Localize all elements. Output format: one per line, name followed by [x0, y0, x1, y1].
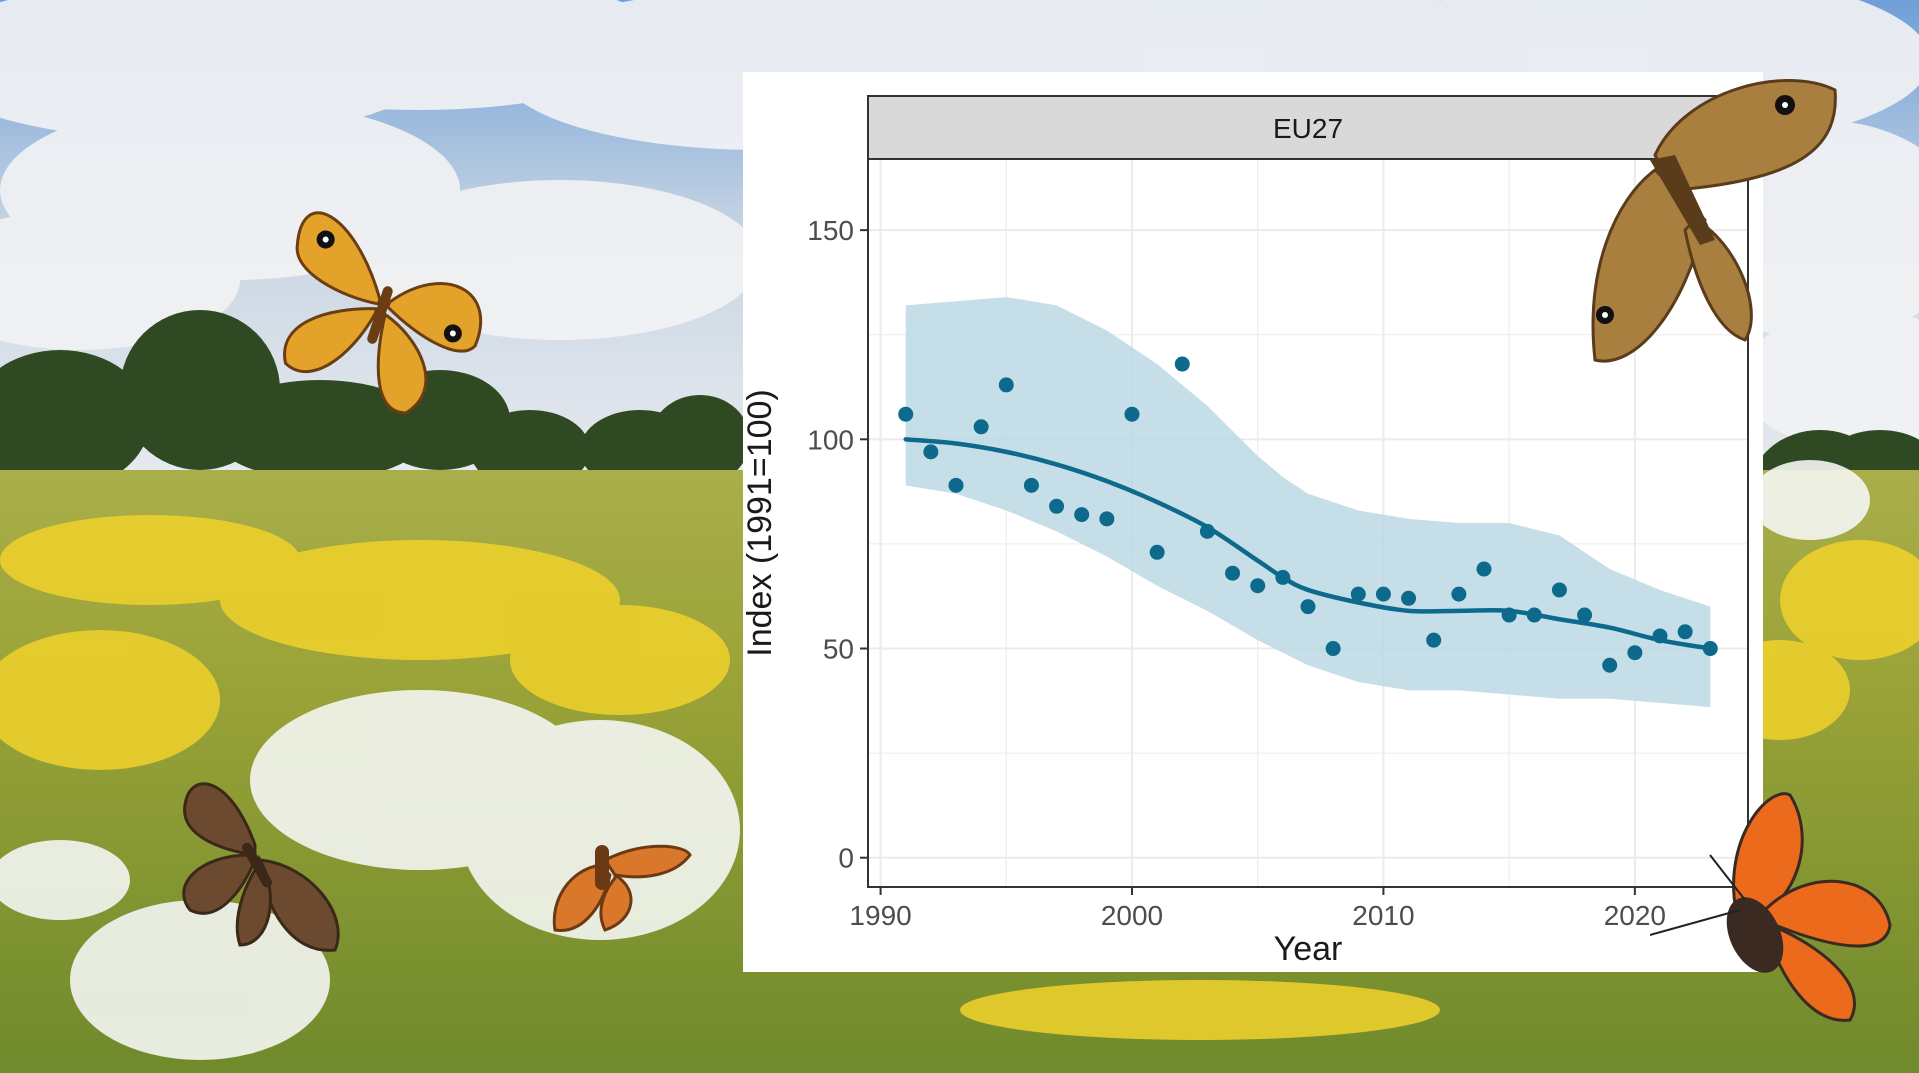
data-point: [1677, 624, 1693, 640]
data-point: [1526, 607, 1542, 623]
data-point: [1451, 586, 1467, 602]
data-point: [1577, 607, 1593, 623]
data-point: [1375, 586, 1391, 602]
data-point: [1401, 590, 1417, 606]
data-point: [998, 377, 1014, 393]
data-point: [1476, 561, 1492, 577]
index-chart: EU27 1990 2000 2010 2020 0 50 100 150 Year Ind…: [743, 95, 1749, 968]
y-tick-label: 150: [807, 215, 854, 246]
data-point: [1023, 477, 1039, 493]
data-point: [1652, 628, 1668, 644]
data-point: [973, 419, 989, 435]
data-point: [923, 444, 939, 460]
facet-strip: [867, 95, 1749, 160]
data-point: [1325, 641, 1341, 657]
meadow-brown-butterfly-icon: [1591, 78, 1837, 363]
trend-line: [903, 437, 1713, 651]
small-copper-butterfly-icon: [1650, 792, 1892, 1022]
data-point: [1124, 406, 1140, 422]
large-skipper-butterfly-icon: [552, 844, 692, 932]
treeline: [0, 310, 1919, 550]
data-point: [1199, 523, 1215, 539]
data-point: [1225, 565, 1241, 581]
data-point: [1174, 356, 1190, 372]
data-point: [1049, 498, 1065, 514]
data-point: [1149, 544, 1165, 560]
y-tick-label: 0: [838, 843, 854, 874]
confidence-band: [905, 297, 1711, 708]
y-axis-title: Index (1991=100): [743, 389, 779, 656]
wall-brown-butterfly-icon: [283, 211, 483, 415]
data-point: [948, 477, 964, 493]
x-tick-label: 2010: [1352, 900, 1414, 931]
data-point: [1275, 569, 1291, 585]
data-point: [898, 406, 914, 422]
data-point: [1099, 511, 1115, 527]
y-axis-ticks: 0 50 100 150: [807, 215, 868, 874]
data-point: [1702, 641, 1718, 657]
x-tick-label: 1990: [849, 900, 911, 931]
data-point: [1350, 586, 1366, 602]
x-tick-label: 2020: [1604, 900, 1666, 931]
dingy-skipper-butterfly-icon: [182, 782, 340, 952]
data-point: [1627, 645, 1643, 661]
x-axis-title: Year: [1274, 930, 1343, 968]
data-points: [898, 356, 1718, 673]
x-tick-label: 2000: [1101, 900, 1163, 931]
data-point: [1300, 599, 1316, 615]
y-tick-label: 100: [807, 424, 854, 455]
data-point: [1074, 507, 1090, 523]
data-point: [1426, 632, 1442, 648]
data-point: [1551, 582, 1567, 598]
facet-label: EU27: [1273, 113, 1343, 144]
y-tick-label: 50: [823, 634, 854, 665]
white-flowers: [0, 460, 1870, 1060]
data-point: [1250, 578, 1266, 594]
yellow-flowers: [0, 515, 1919, 1040]
index-chart-panel: EU27 1990 2000 2010 2020 0 50 100 150 Year Ind…: [743, 72, 1763, 972]
x-axis-ticks: 1990 2000 2010 2020: [849, 887, 1666, 931]
data-point: [1602, 657, 1618, 673]
data-point: [1501, 607, 1517, 623]
